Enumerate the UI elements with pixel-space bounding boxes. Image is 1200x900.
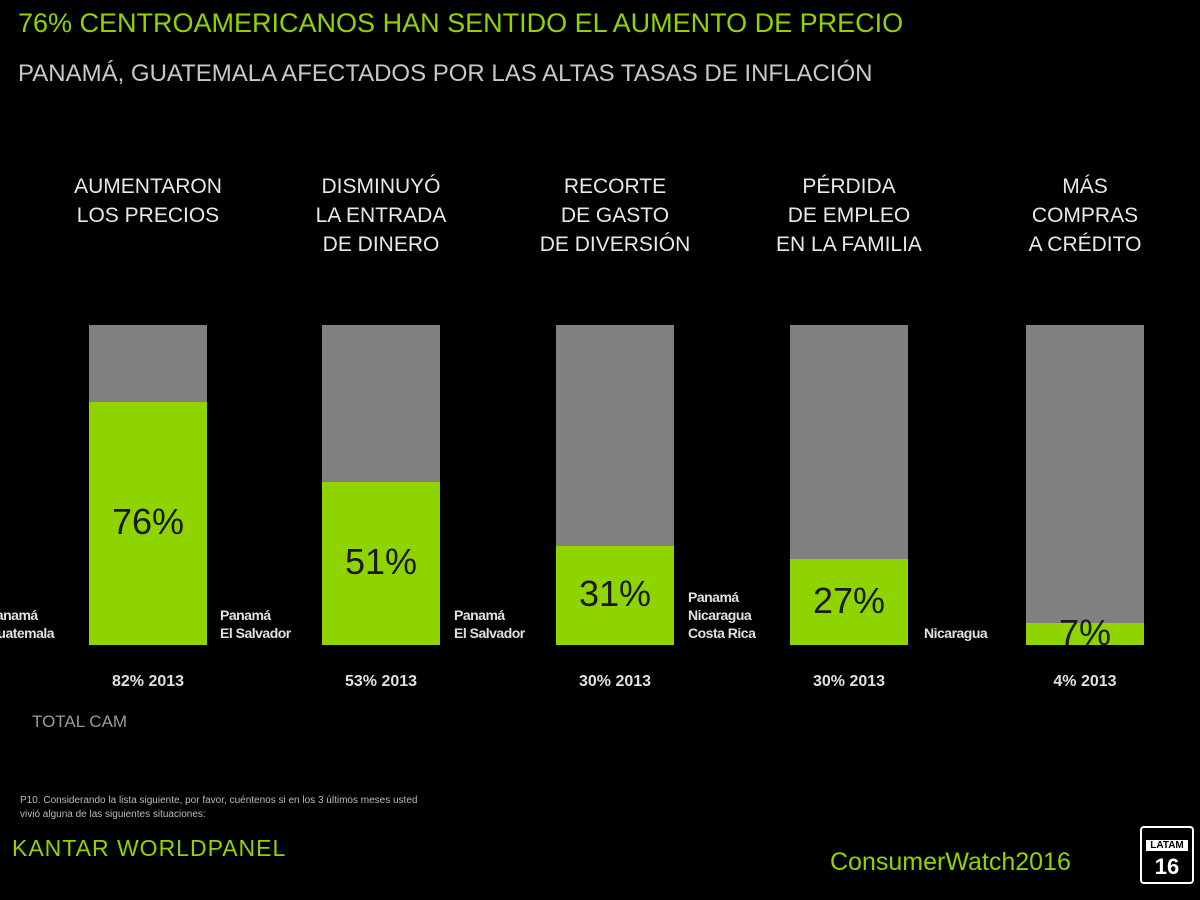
footnote: P10. Considerando la lista siguiente, po… [20,795,418,820]
bar [322,481,440,645]
value-label: 27% [812,579,886,621]
badge-label: LATAM [1146,840,1188,851]
badge-number: 16 [1154,854,1180,879]
badge: LATAM 16 [1140,826,1194,884]
bar [790,558,908,645]
country-label: Panamá El Salvador [220,607,291,641]
previous-label: 53% 2013 [344,673,418,690]
category-label: MÁS COMPRAS A CRÉDITO [1028,175,1142,256]
bar [89,401,207,645]
base-label: TOTAL CAM [32,712,128,731]
value-label: 31% [578,573,652,615]
category-label: AUMENTARON LOS PRECIOS [74,175,222,227]
previous-label: 82% 2013 [111,673,185,690]
brand: KANTAR WORLDPANEL [12,835,287,861]
country-label: Nicaragua [924,625,988,641]
subtitle: PANAMÁ, GUATEMALA AFECTADOS POR LAS ALTA… [18,60,873,87]
title: 76% CENTROAMERICANOS HAN SENTIDO EL AUME… [18,8,904,38]
previous-label: 30% 2013 [812,673,886,690]
category-label: PÉRDIDA DE EMPLEO EN LA FAMILIA [776,175,922,256]
value-label: 76% [111,501,185,543]
bar [1026,622,1144,645]
bar [556,545,674,645]
value-label: 51% [344,541,418,583]
value-label: 7% [1058,611,1112,653]
category-label: RECORTE DE GASTO DE DIVERSIÓN [539,175,691,256]
category-label: DISMINUYÓ LA ENTRADA DE DINERO [315,175,447,256]
previous-label: 4% 2013 [1053,673,1117,690]
bar-track [1026,325,1144,645]
country-label: Panamá El Salvador [454,607,525,641]
country-label: Panamá Guatemala [0,607,55,641]
previous-label: 30% 2013 [578,673,652,690]
event: ConsumerWatch2016 [830,848,1071,876]
country-label: Panamá Nicaragua Costa Rica [688,589,756,641]
